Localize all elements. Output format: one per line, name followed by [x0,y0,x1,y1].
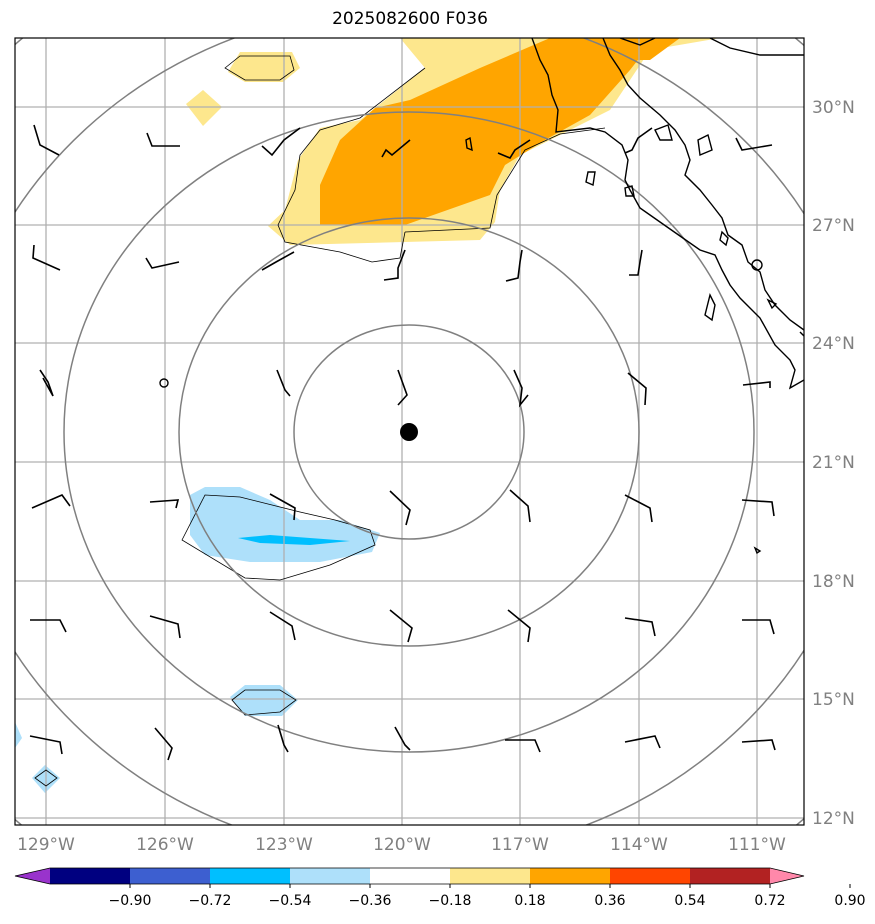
colorbar-label: −0.54 [269,893,312,909]
lat-label-27n: 27°N [812,216,855,236]
colorbar-segment [50,868,131,884]
lat-labels: 30°N 27°N 24°N 21°N 18°N 15°N 12°N [812,98,855,829]
colorbar-label: 0.90 [834,893,865,909]
colorbar-segment [370,868,451,884]
wind-barbs [29,124,776,761]
lon-label-117w: 117°W [491,835,549,855]
lat-label-15n: 15°N [812,690,855,710]
lon-label-111w: 111°W [728,835,786,855]
negative-anomaly-light [15,722,22,748]
colorbar: −0.90 −0.72 −0.54 −0.36 −0.18 0.18 0.36 0.54 0.7… [14,867,866,909]
lat-label-12n: 12°N [812,809,855,829]
colorbar-segment [530,868,611,884]
positive-anomaly-light [228,52,300,82]
map-frame [14,37,805,826]
contour-lines [34,55,606,787]
colorbar-segment [450,868,531,884]
lat-label-21n: 21°N [812,453,855,473]
positive-anomaly-light [186,90,222,126]
colorbar-label: −0.90 [109,893,152,909]
colorbar-label: 0.54 [674,893,705,909]
storm-center-marker[interactable] [400,423,418,441]
negative-anomaly-blue [238,535,350,545]
negative-anomaly-light [230,685,298,716]
colorbar-label: −0.36 [349,893,392,909]
lon-labels: 129°W 126°W 123°W 120°W 117°W 114°W 111°… [17,835,786,855]
map-title: 2025082600 F036 [332,9,488,29]
positive-anomaly-orange [600,38,680,60]
lon-label-114w: 114°W [610,835,668,855]
colorbar-extend-min [15,868,50,884]
lat-label-24n: 24°N [812,334,855,354]
colorbar-segment [290,868,371,884]
colorbar-segment [610,868,691,884]
lon-label-126w: 126°W [136,835,194,855]
lat-label-18n: 18°N [812,572,855,592]
lon-label-129w: 129°W [17,835,75,855]
colorbar-label: 0.18 [514,893,545,909]
lat-label-30n: 30°N [812,98,855,118]
lon-label-120w: 120°W [373,835,431,855]
lon-label-123w: 123°W [255,835,313,855]
colorbar-label: −0.18 [429,893,472,909]
negative-anomaly-light [190,487,380,562]
colorbar-outline [14,867,805,885]
colorbar-segment [210,868,291,884]
coastline [159,38,804,555]
positive-anomaly-orange [320,38,655,225]
colorbar-extend-max [770,868,804,884]
colorbar-segment [690,868,771,884]
colorbar-label: 0.36 [594,893,625,909]
colorbar-label: −0.72 [189,893,232,909]
colorbar-label: 0.72 [754,893,785,909]
colorbar-segment [130,868,211,884]
